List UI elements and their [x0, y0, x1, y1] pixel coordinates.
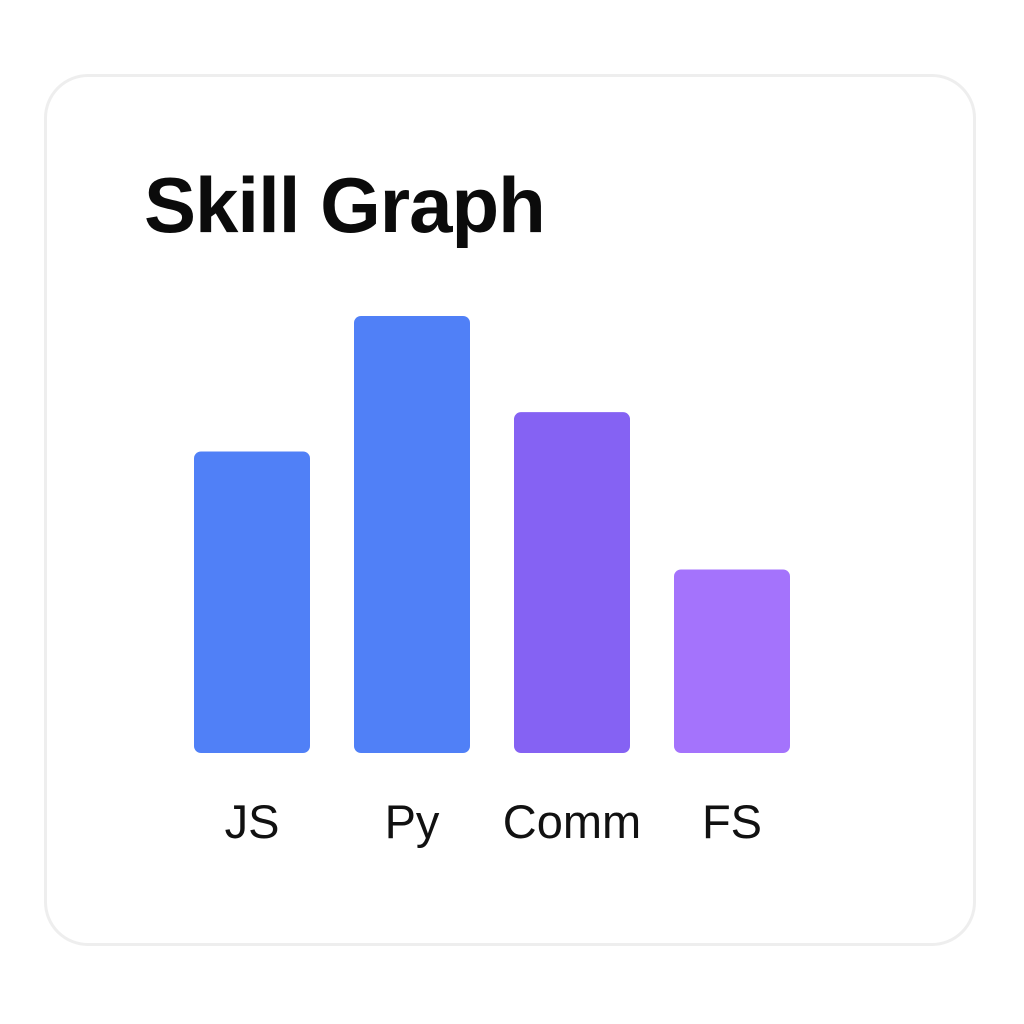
bar-js [194, 451, 310, 753]
chart-title: Skill Graph [144, 161, 546, 249]
category-label-comm: Comm [503, 795, 641, 848]
bar-py [354, 316, 470, 753]
bar-fs [674, 569, 790, 753]
bar-comm [514, 412, 630, 753]
category-label-fs: FS [702, 795, 762, 848]
category-label-py: Py [385, 795, 440, 848]
category-label-js: JS [225, 795, 280, 848]
